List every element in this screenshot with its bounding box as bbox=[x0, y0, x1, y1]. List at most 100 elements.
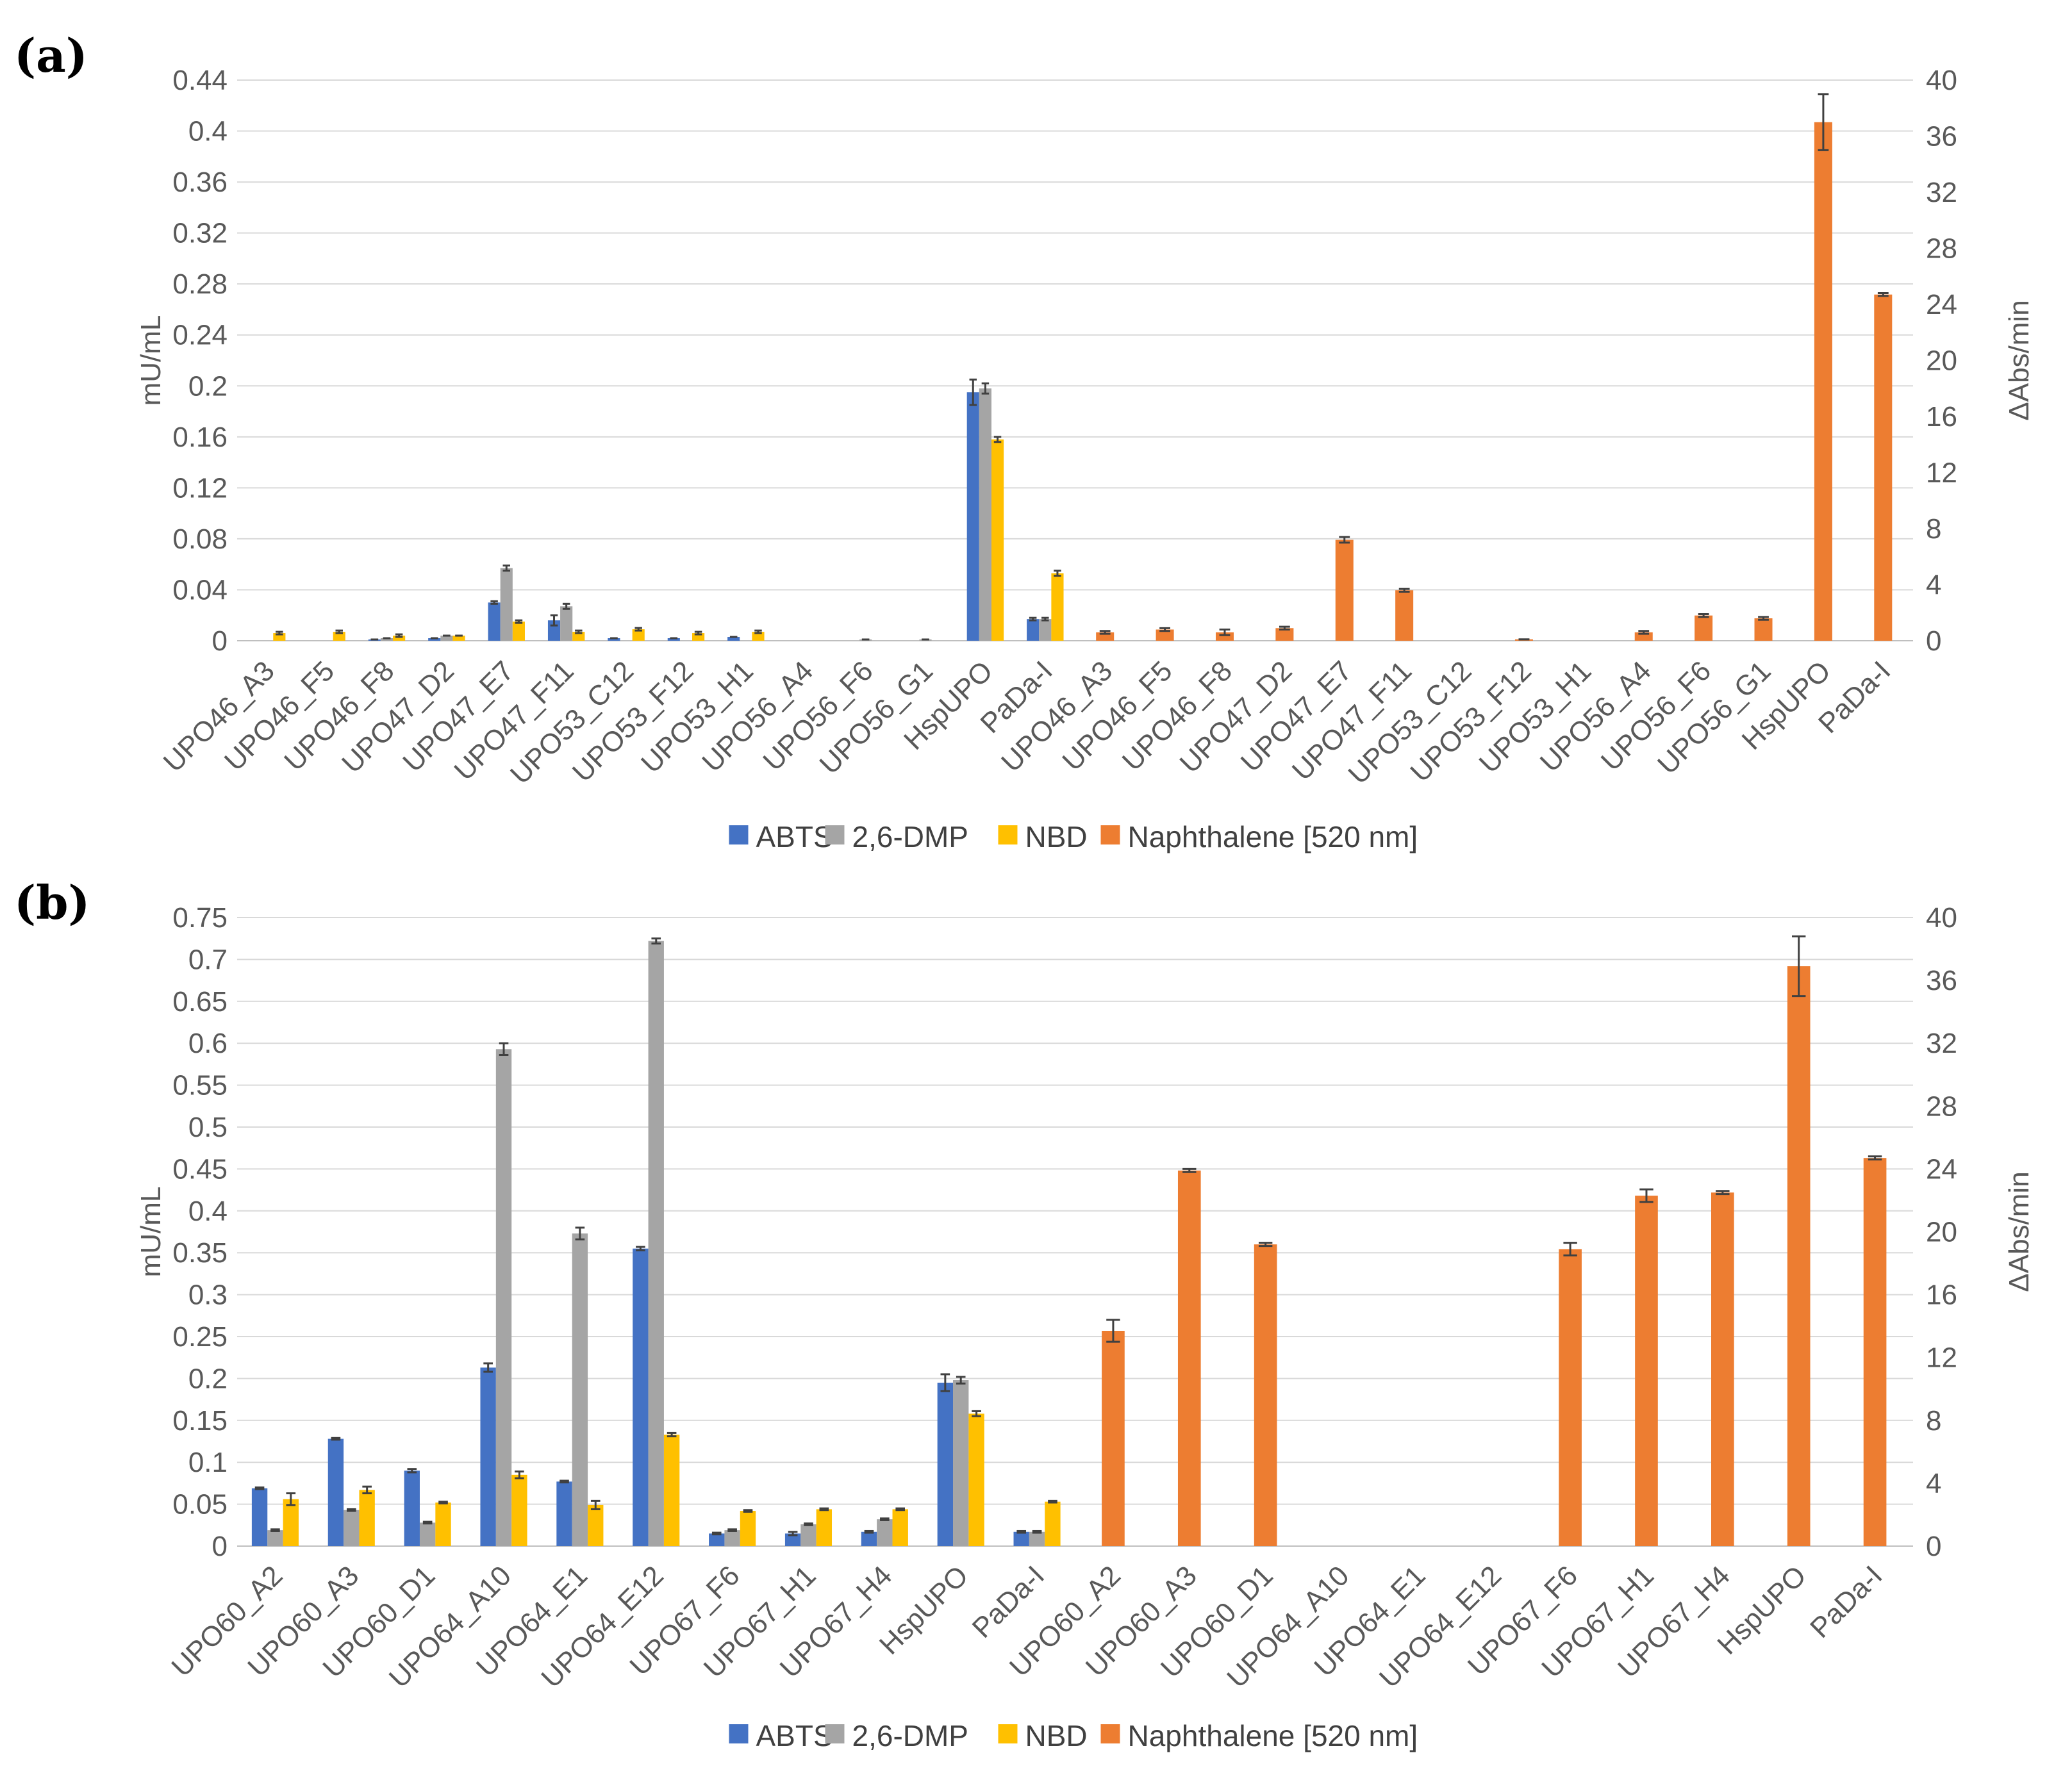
right-tick-label: 40 bbox=[1926, 902, 1957, 934]
bar-abts bbox=[966, 392, 979, 641]
bar-2-6-dmp bbox=[344, 1510, 360, 1546]
left-tick-label: 0.4 bbox=[188, 116, 228, 147]
bar-abts bbox=[784, 1533, 801, 1546]
bar-2-6-dmp bbox=[419, 1522, 436, 1546]
bar-nbd bbox=[692, 633, 705, 641]
left-axis-title: mU/mL bbox=[135, 1187, 167, 1278]
bar-nbd bbox=[452, 636, 465, 641]
legend: ABTS 2,6-DMP NBD Naphthalene [520 nm] bbox=[729, 820, 1418, 853]
right-tick-label: 0 bbox=[1926, 1531, 1941, 1562]
bar-naphthalene bbox=[1559, 1249, 1582, 1546]
right-tick-label: 28 bbox=[1926, 233, 1957, 265]
legend-label: NBD bbox=[1025, 1719, 1088, 1752]
right-tick-label: 8 bbox=[1926, 513, 1941, 545]
left-tick-label: 0.5 bbox=[188, 1112, 228, 1143]
left-tick-label: 0.4 bbox=[188, 1196, 228, 1227]
legend-swatch bbox=[825, 1724, 845, 1743]
left-tick-label: 0.12 bbox=[172, 472, 228, 504]
bar-nbd bbox=[435, 1502, 451, 1546]
right-tick-label: 32 bbox=[1926, 1028, 1957, 1059]
left-tick-label: 0.1 bbox=[188, 1447, 228, 1478]
bar-2-6-dmp bbox=[953, 1380, 969, 1546]
bar-naphthalene bbox=[1814, 122, 1832, 641]
legend-label: Naphthalene [520 nm] bbox=[1128, 820, 1418, 853]
chart-panel-a: (a) 0 0.04 0.08 0.12 0.16 0.2 0.24 0.28 0.32 0.36 0… bbox=[14, 28, 2035, 853]
bar-abts bbox=[428, 638, 441, 641]
legend-label: Naphthalene [520 nm] bbox=[1128, 1719, 1418, 1752]
legend: ABTS 2,6-DMP NBD Naphthalene [520 nm] bbox=[729, 1719, 1418, 1752]
left-tick-label: 0.08 bbox=[172, 523, 228, 555]
right-tick-label: 20 bbox=[1926, 1217, 1957, 1248]
legend-label: NBD bbox=[1025, 820, 1088, 853]
bar-nbd bbox=[991, 439, 1004, 641]
bar-abts bbox=[861, 1531, 877, 1546]
right-tick-label: 40 bbox=[1926, 65, 1957, 96]
legend-swatch bbox=[1100, 1724, 1120, 1743]
right-tick-label: 24 bbox=[1926, 289, 1957, 320]
bar-abts bbox=[251, 1488, 268, 1546]
right-tick-label: 16 bbox=[1926, 1280, 1957, 1311]
bar-naphthalene bbox=[1863, 1158, 1887, 1546]
left-axis-title: mU/mL bbox=[135, 315, 167, 406]
bar-naphthalene bbox=[1635, 1196, 1658, 1546]
right-tick-label: 16 bbox=[1926, 401, 1957, 432]
right-tick-label: 0 bbox=[1926, 625, 1941, 657]
bar-naphthalene bbox=[1254, 1244, 1277, 1546]
bar-2-6-dmp bbox=[724, 1530, 740, 1546]
bar-nbd bbox=[393, 636, 406, 641]
bar-naphthalene bbox=[1156, 629, 1174, 641]
bar-naphthalene bbox=[1275, 628, 1294, 641]
bar-nbd bbox=[273, 633, 286, 641]
bar-abts bbox=[1027, 619, 1040, 641]
bar-nbd bbox=[283, 1499, 299, 1546]
bar-nbd bbox=[740, 1511, 756, 1546]
bar-2-6-dmp bbox=[500, 568, 513, 641]
right-tick-label: 4 bbox=[1926, 1468, 1941, 1499]
bar-2-6-dmp bbox=[979, 388, 991, 641]
bar-abts bbox=[327, 1438, 344, 1546]
right-tick-label: 36 bbox=[1926, 121, 1957, 152]
bar-2-6-dmp bbox=[495, 1049, 512, 1546]
legend-swatch bbox=[729, 825, 749, 844]
left-tick-label: 0.65 bbox=[172, 986, 228, 1017]
bar-2-6-dmp bbox=[267, 1530, 283, 1546]
bar-abts bbox=[633, 1248, 649, 1546]
left-tick-label: 0.16 bbox=[172, 422, 228, 453]
bar-2-6-dmp bbox=[572, 1233, 588, 1546]
left-tick-label: 0 bbox=[212, 1531, 228, 1562]
left-tick-label: 0.45 bbox=[172, 1153, 228, 1185]
bar-2-6-dmp bbox=[380, 638, 394, 641]
bar-abts bbox=[556, 1481, 572, 1546]
bar-naphthalene bbox=[1695, 615, 1713, 641]
legend-swatch bbox=[998, 1724, 1018, 1743]
left-tick-label: 0.55 bbox=[172, 1070, 228, 1101]
legend-label: ABTS bbox=[756, 820, 833, 853]
bar-naphthalene bbox=[1102, 1331, 1125, 1546]
right-tick-label: 8 bbox=[1926, 1405, 1941, 1437]
bar-abts bbox=[727, 637, 740, 641]
right-tick-label: 12 bbox=[1926, 1342, 1957, 1374]
bar-abts bbox=[709, 1533, 725, 1546]
left-tick-label: 0.75 bbox=[172, 902, 228, 934]
right-axis-title: ΔAbs/min bbox=[2003, 1171, 2035, 1292]
bar-nbd bbox=[816, 1509, 833, 1546]
legend-swatch bbox=[1100, 825, 1120, 844]
panel-label: (b) bbox=[14, 875, 90, 930]
bar-abts bbox=[404, 1470, 420, 1546]
left-tick-label: 0.24 bbox=[172, 320, 228, 351]
left-tick-label: 0.04 bbox=[172, 574, 228, 605]
left-tick-label: 0.3 bbox=[188, 1280, 228, 1311]
bar-2-6-dmp bbox=[1039, 619, 1052, 641]
left-tick-label: 0.2 bbox=[188, 1363, 228, 1394]
right-tick-label: 20 bbox=[1926, 345, 1957, 377]
right-tick-label: 24 bbox=[1926, 1153, 1957, 1185]
left-tick-label: 0.28 bbox=[172, 268, 228, 300]
bar-abts bbox=[488, 602, 501, 641]
bar-nbd bbox=[359, 1490, 375, 1546]
bar-2-6-dmp bbox=[440, 636, 453, 641]
bar-naphthalene bbox=[1711, 1192, 1734, 1546]
legend-label: 2,6-DMP bbox=[852, 1719, 968, 1752]
bar-naphthalene bbox=[1787, 966, 1811, 1546]
bar-abts bbox=[480, 1367, 496, 1546]
